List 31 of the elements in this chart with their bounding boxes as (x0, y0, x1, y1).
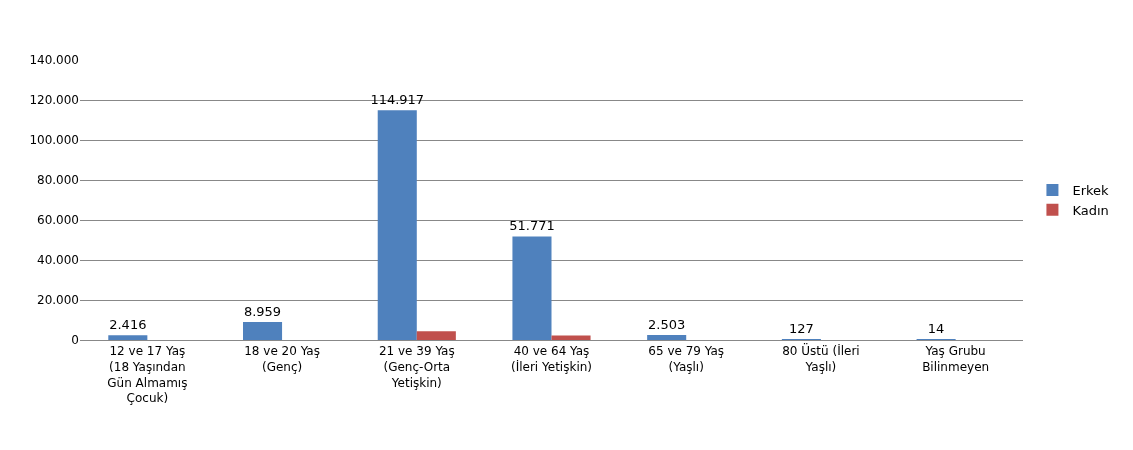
x-tick-label: Yaş Grubu Bilinmeyen (922, 344, 990, 374)
y-tick-label: 140.000 (29, 53, 79, 68)
x-tick-label: 40 ve 64 Yaş (İleri Yetişkin) (511, 344, 592, 374)
bar (551, 335, 591, 340)
bar (377, 110, 417, 340)
legend-label: Kadın (1072, 202, 1109, 218)
bar (243, 322, 283, 340)
data-label: 51.771 (509, 218, 555, 234)
x-tick-label: 18 ve 20 Yaş (Genç) (244, 344, 320, 374)
data-label: 127 (788, 321, 814, 336)
x-tick-label: 80 Üstü (İleri Yaşlı) (782, 342, 860, 374)
x-tick-label: 65 ve 79 Yaş (Yaşlı) (648, 344, 725, 374)
y-tick-label: 120.000 (29, 93, 79, 108)
data-label: 8.959 (243, 304, 282, 320)
x-tick-label: 12 ve 17 Yaş (18 Yaşından Gün Almamış Çocuk) (107, 344, 188, 406)
y-tick-label: 100.000 (29, 133, 79, 148)
y-tick-label: 80.000 (37, 173, 79, 188)
bar (416, 331, 456, 340)
bar (512, 236, 552, 340)
y-tick-label: 20.000 (37, 293, 79, 308)
bar (108, 335, 148, 340)
y-tick-label: 0 (71, 333, 79, 348)
legend-label: Erkek (1072, 183, 1110, 199)
data-label: 114.917 (370, 92, 425, 108)
bar (647, 334, 687, 340)
y-tick-label: 60.000 (37, 213, 79, 228)
data-label: 2.503 (648, 316, 686, 332)
x-tick-label: 21 ve 39 Yaş (Genç-Orta Yetişkin) (378, 344, 455, 390)
data-label: 2.416 (109, 317, 147, 333)
data-label: 14 (927, 321, 945, 336)
y-tick-label: 40.000 (37, 253, 79, 268)
